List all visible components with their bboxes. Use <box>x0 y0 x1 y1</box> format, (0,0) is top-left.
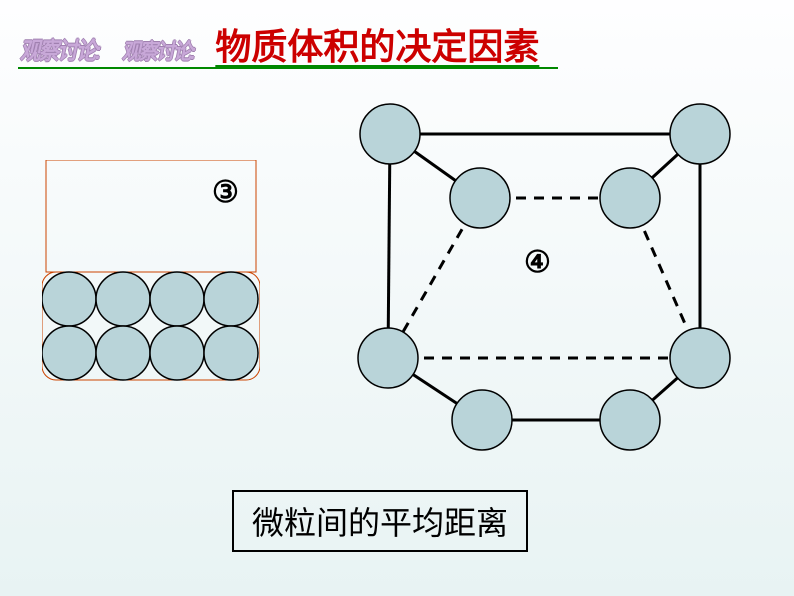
header: 观察讨论: 观察讨论: 物质体积的决定因素 <box>20 18 774 70</box>
stylized-label-2: 观察讨论: <box>122 34 195 66</box>
caption-text: 微粒间的平均距离 <box>252 505 508 541</box>
stylized-label-1: 观察讨论: <box>20 31 100 66</box>
header-text-row: 观察讨论: 观察讨论: 物质体积的决定因素 <box>20 18 774 70</box>
caption-box: 微粒间的平均距离 <box>232 490 528 552</box>
page-title: 物质体积的决定因素 <box>215 18 539 70</box>
cube-lattice-diagram <box>320 90 750 460</box>
title-underline <box>18 67 558 69</box>
packed-circles-diagram <box>42 160 260 385</box>
